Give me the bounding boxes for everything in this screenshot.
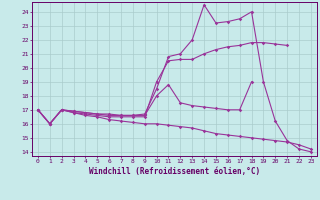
X-axis label: Windchill (Refroidissement éolien,°C): Windchill (Refroidissement éolien,°C) bbox=[89, 167, 260, 176]
